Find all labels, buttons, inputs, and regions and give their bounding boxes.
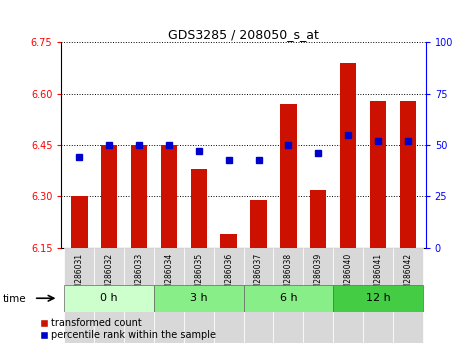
Text: GSM286031: GSM286031 [75,253,84,299]
FancyBboxPatch shape [244,285,333,312]
FancyBboxPatch shape [244,248,273,343]
FancyBboxPatch shape [94,248,124,343]
Bar [310,190,326,248]
FancyBboxPatch shape [124,248,154,343]
Bar [280,104,297,248]
Text: GSM286034: GSM286034 [165,253,174,299]
FancyBboxPatch shape [64,285,154,312]
Text: time: time [2,294,26,304]
Bar [131,145,147,248]
FancyBboxPatch shape [333,248,363,343]
Text: 12 h: 12 h [366,293,390,303]
Text: GSM286041: GSM286041 [374,253,383,299]
Text: GSM286037: GSM286037 [254,253,263,299]
FancyBboxPatch shape [154,285,244,312]
FancyBboxPatch shape [333,285,423,312]
Bar [340,63,356,248]
Text: 0 h: 0 h [100,293,118,303]
Text: 3 h: 3 h [190,293,208,303]
Bar [370,101,386,248]
Text: GSM286039: GSM286039 [314,253,323,299]
Text: GSM286036: GSM286036 [224,253,233,299]
FancyBboxPatch shape [393,248,423,343]
Text: GSM286035: GSM286035 [194,253,203,299]
Bar [220,234,237,248]
FancyBboxPatch shape [214,248,244,343]
FancyBboxPatch shape [273,248,303,343]
Text: 6 h: 6 h [280,293,297,303]
FancyBboxPatch shape [184,248,214,343]
Text: GSM286040: GSM286040 [343,253,352,299]
FancyBboxPatch shape [64,248,94,343]
Text: GSM286032: GSM286032 [105,253,114,299]
Bar [250,200,267,248]
FancyBboxPatch shape [154,248,184,343]
Title: GDS3285 / 208050_s_at: GDS3285 / 208050_s_at [168,28,319,41]
Legend: transformed count, percentile rank within the sample: transformed count, percentile rank withi… [36,314,220,344]
Bar [191,169,207,248]
FancyBboxPatch shape [363,248,393,343]
FancyBboxPatch shape [303,248,333,343]
Bar [161,145,177,248]
Bar [101,145,117,248]
Text: GSM286042: GSM286042 [403,253,412,299]
Text: GSM286038: GSM286038 [284,253,293,299]
Bar [400,101,416,248]
Text: GSM286033: GSM286033 [135,253,144,299]
Bar [71,196,88,248]
